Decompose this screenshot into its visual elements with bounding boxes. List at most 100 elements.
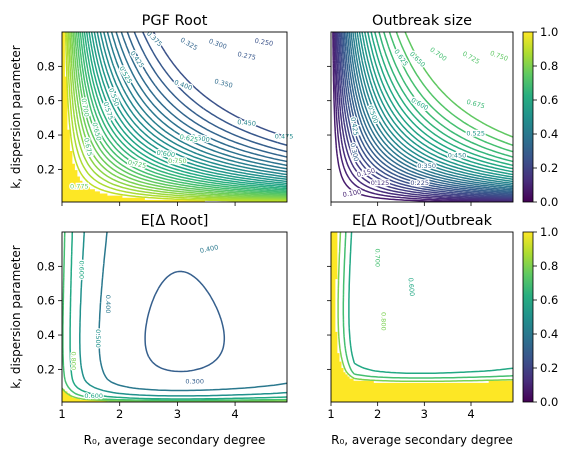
contour-line	[348, 232, 513, 375]
contour-line	[350, 32, 513, 188]
colorbar-tick-label: 0.6	[540, 93, 558, 107]
contour-label: 0.325	[179, 36, 199, 52]
plot-area: 0.2500.2750.3000.3250.3500.3750.4000.425…	[62, 28, 295, 202]
contour-line	[361, 32, 513, 178]
colorbar-tick-label: 1.0	[540, 25, 558, 39]
colorbar: 0.0 0.2 0.4 0.6 0.8 1.0	[522, 25, 558, 209]
y-tick-label: 0.4	[37, 128, 55, 142]
contour-label: 0.225	[410, 179, 429, 187]
y-tick-label: 0.6	[37, 294, 55, 308]
colorbar-ticks: 0.0 0.2 0.4 0.6 0.8 1.0	[533, 25, 558, 209]
contour-line	[120, 32, 287, 163]
contour-line	[88, 32, 287, 186]
contour-line	[75, 32, 287, 195]
y-tick-label: 0.8	[37, 59, 55, 73]
x-axis	[330, 202, 472, 206]
contour-line	[110, 32, 287, 170]
colorbar-gradient	[522, 31, 534, 203]
colorbar-tick-label: 0.2	[540, 361, 558, 375]
contour-line	[404, 32, 513, 138]
contour-label-group: 0.600 0.700 0.800	[372, 247, 417, 332]
x-tick-label: 3	[421, 407, 428, 421]
contour-label: 0.800	[70, 351, 78, 370]
contour-label-group: 0.300 0.400 0.400 0.500 0.600 0.600 0.800	[68, 242, 220, 401]
panel-expected-delta-root: E[Δ Root] 0.300 0.400 0.400 0.500 0.600 0.600…	[9, 213, 288, 447]
x-tick-label: 2	[374, 407, 381, 421]
colorbar: 0.0 0.2 0.4 0.6 0.8 1.0	[522, 225, 558, 409]
contour-label: 0.725	[461, 50, 481, 66]
plot-area: 0.600 0.700 0.800	[331, 232, 513, 402]
contour-label: 0.100	[342, 188, 362, 199]
contour-line	[62, 232, 287, 402]
contour-line	[144, 270, 226, 373]
y-axis-label: k, dispersion parameter	[9, 45, 23, 188]
contour-line	[337, 232, 513, 383]
x-axis-label: R₀, average secondary degree	[84, 433, 266, 447]
y-tick-label: 0.8	[37, 259, 55, 273]
plot-frame	[61, 31, 288, 203]
contour-label: 0.300	[208, 37, 228, 51]
contour-group	[332, 32, 513, 202]
contour-label: 0.675	[466, 98, 486, 111]
colorbar-tick-label: 0.4	[540, 127, 558, 141]
contour-line	[90, 32, 287, 185]
contour-line	[66, 32, 287, 202]
contour-line	[152, 32, 287, 138]
colorbar-tick-label: 0.0	[540, 195, 558, 209]
contour-label: 0.600	[78, 260, 86, 279]
contour-line	[370, 32, 513, 170]
contour-line	[133, 32, 287, 153]
contour-line	[388, 32, 513, 153]
contour-label: 0.400	[104, 295, 112, 314]
x-tick-label: 4	[467, 407, 474, 421]
plot-frame	[330, 231, 514, 403]
colorbar-tick-label: 0.4	[540, 327, 558, 341]
contour-label: 0.450	[448, 152, 467, 160]
contour-line	[378, 32, 513, 163]
contour-line	[356, 32, 513, 183]
contour-label: 0.600	[406, 277, 416, 296]
saturated-region	[62, 32, 205, 202]
contour-group	[331, 232, 513, 402]
contour-line	[81, 32, 287, 191]
contour-line	[335, 32, 513, 201]
contour-label: 0.775	[70, 183, 89, 191]
contour-label: 0.750	[168, 157, 187, 165]
contour-label: 0.675	[82, 137, 94, 157]
colorbar-tick-label: 0.8	[540, 259, 558, 273]
x-tick-label: 1	[327, 407, 334, 421]
contour-line	[345, 32, 513, 193]
contour-line	[72, 32, 287, 198]
x-axis	[61, 202, 236, 206]
y-axis	[327, 65, 331, 170]
plot-frame	[330, 31, 514, 203]
contour-line	[99, 32, 287, 178]
colorbar-tick-label: 0.2	[540, 161, 558, 175]
contour-label: 0.400	[173, 78, 193, 92]
saturated-region	[331, 232, 513, 402]
x-tick-label: 3	[174, 407, 181, 421]
contour-line	[333, 32, 513, 202]
contour-group	[62, 232, 287, 402]
contour-line	[142, 32, 287, 147]
plot-area: 0.300 0.400 0.400 0.500 0.600 0.600 0.800	[62, 232, 287, 402]
contour-line	[367, 32, 513, 173]
colorbar-gradient	[522, 231, 534, 403]
contour-line	[395, 32, 513, 147]
contour-label: 0.525	[466, 129, 485, 137]
contour-line	[64, 32, 287, 202]
contour-label: 0.600	[156, 149, 176, 160]
contour-label: 0.650	[408, 50, 427, 69]
contour-label: 0.600	[84, 392, 103, 400]
panel-outbreak-size: Outbreak size 0.1000.1250.1500.2250.3000…	[327, 13, 558, 209]
y-axis: 0.2 0.4 0.6 0.8	[37, 59, 62, 176]
contour-line	[93, 32, 287, 183]
contour-label: 0.750	[489, 49, 509, 63]
contour-label: 0.125	[371, 179, 390, 187]
x-tick-label: 4	[231, 407, 238, 421]
y-tick-label: 0.2	[37, 362, 55, 376]
contour-line	[115, 32, 287, 167]
y-tick-label: 0.4	[37, 328, 55, 342]
